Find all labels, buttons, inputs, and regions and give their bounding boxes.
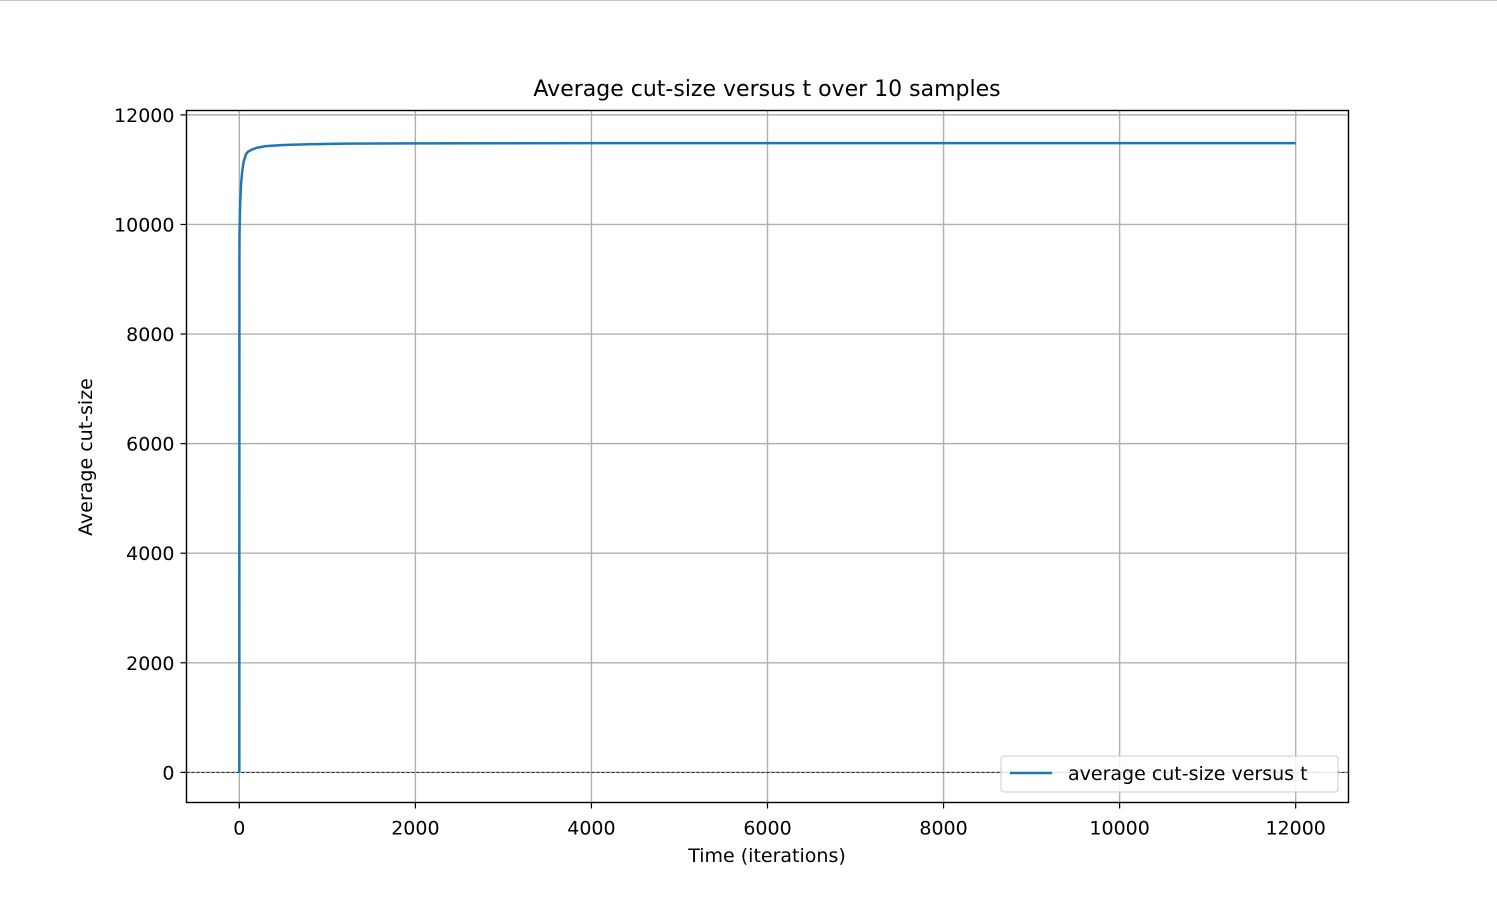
y-tick-label: 4000 bbox=[126, 543, 174, 565]
x-tick-label: 8000 bbox=[919, 818, 967, 840]
top-border bbox=[0, 0, 1497, 1]
x-tick-label: 6000 bbox=[743, 818, 791, 840]
chart-title: Average cut-size versus t over 10 sample… bbox=[533, 77, 1000, 102]
y-axis-label: Average cut-size bbox=[75, 378, 97, 536]
x-axis-label: Time (iterations) bbox=[687, 845, 846, 867]
x-tick-label: 4000 bbox=[567, 818, 615, 840]
legend-label: average cut-size versus t bbox=[1068, 763, 1308, 785]
y-tick-label: 6000 bbox=[126, 434, 174, 456]
y-tick-label: 8000 bbox=[126, 324, 174, 346]
x-tick-label: 0 bbox=[233, 818, 245, 840]
x-axis-ticks: 0 2000 4000 6000 8000 10000 12000 bbox=[233, 802, 1326, 840]
series-group bbox=[238, 141, 1296, 773]
y-tick-label: 10000 bbox=[114, 214, 174, 236]
series-line bbox=[238, 141, 1296, 773]
x-tick-label: 10000 bbox=[1089, 818, 1149, 840]
x-tick-label: 12000 bbox=[1265, 818, 1325, 840]
grid-lines bbox=[186, 110, 1349, 803]
y-tick-label: 0 bbox=[162, 762, 174, 784]
x-tick-label: 2000 bbox=[391, 818, 439, 840]
y-tick-label: 2000 bbox=[126, 653, 174, 675]
y-tick-label: 12000 bbox=[114, 105, 174, 127]
y-axis-ticks: 0 2000 4000 6000 8000 10000 12000 bbox=[114, 105, 187, 784]
legend-box bbox=[1000, 755, 1339, 793]
legend: average cut-size versus t bbox=[1000, 755, 1339, 793]
